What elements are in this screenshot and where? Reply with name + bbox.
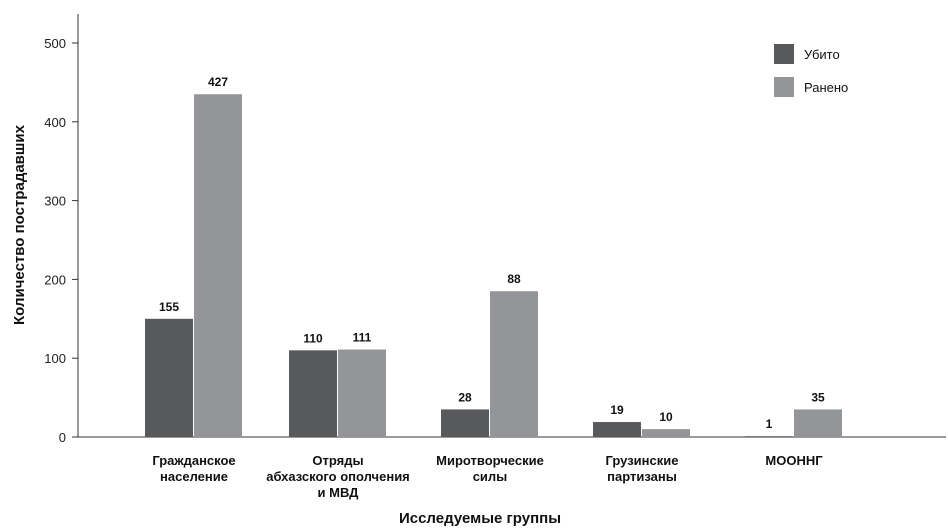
y-tick-label: 300	[44, 194, 66, 209]
legend-swatch-killed	[774, 44, 794, 64]
bar	[593, 422, 641, 437]
bar	[289, 350, 337, 437]
bar-value-label: 110	[303, 331, 323, 345]
bar	[145, 318, 193, 437]
bar-value-label: 35	[811, 390, 825, 404]
y-ticks: 0 100 200 300 400 500	[44, 36, 78, 445]
legend-label-wounded: Ранено	[804, 80, 848, 95]
bar-value-label: 28	[458, 390, 472, 404]
category-label: Гражданское население	[152, 453, 235, 484]
bar-value-label: 88	[507, 272, 521, 286]
bar-value-label: 19	[610, 403, 624, 417]
bars	[145, 94, 842, 437]
y-tick-label: 100	[44, 351, 66, 366]
legend: Убито Ранено	[774, 44, 848, 97]
bar	[642, 429, 690, 437]
bar	[441, 409, 489, 437]
y-axis-title: Количество пострадавших	[11, 124, 28, 325]
bar	[745, 436, 793, 437]
category-label: Отряды абхазского ополчения и МВД	[266, 453, 410, 500]
category-label: МООННГ	[765, 453, 823, 468]
y-tick-label: 0	[59, 430, 66, 445]
value-labels: 155 427 110 111 28 88 19 10 1 35	[159, 75, 825, 431]
bar	[794, 409, 842, 437]
bar	[490, 291, 538, 437]
bar-value-label: 10	[659, 410, 673, 424]
y-tick-label: 400	[44, 115, 66, 130]
bar-value-label: 427	[208, 75, 228, 89]
y-tick-label: 200	[44, 272, 66, 287]
bar-value-label: 1	[766, 417, 773, 431]
category-labels: Гражданское население Отряды абхазского опо…	[152, 453, 823, 500]
y-tick-label: 500	[44, 36, 66, 51]
bar	[194, 94, 242, 437]
bar	[338, 349, 386, 437]
category-label: Миротворческие силы	[436, 453, 544, 484]
bar-value-label: 155	[159, 300, 179, 314]
legend-swatch-wounded	[774, 77, 794, 97]
legend-label-killed: Убито	[804, 47, 840, 62]
bar-value-label: 111	[353, 331, 372, 345]
category-label: Грузинские партизаны	[606, 453, 679, 484]
x-axis-title: Исследуемые группы	[399, 510, 561, 527]
